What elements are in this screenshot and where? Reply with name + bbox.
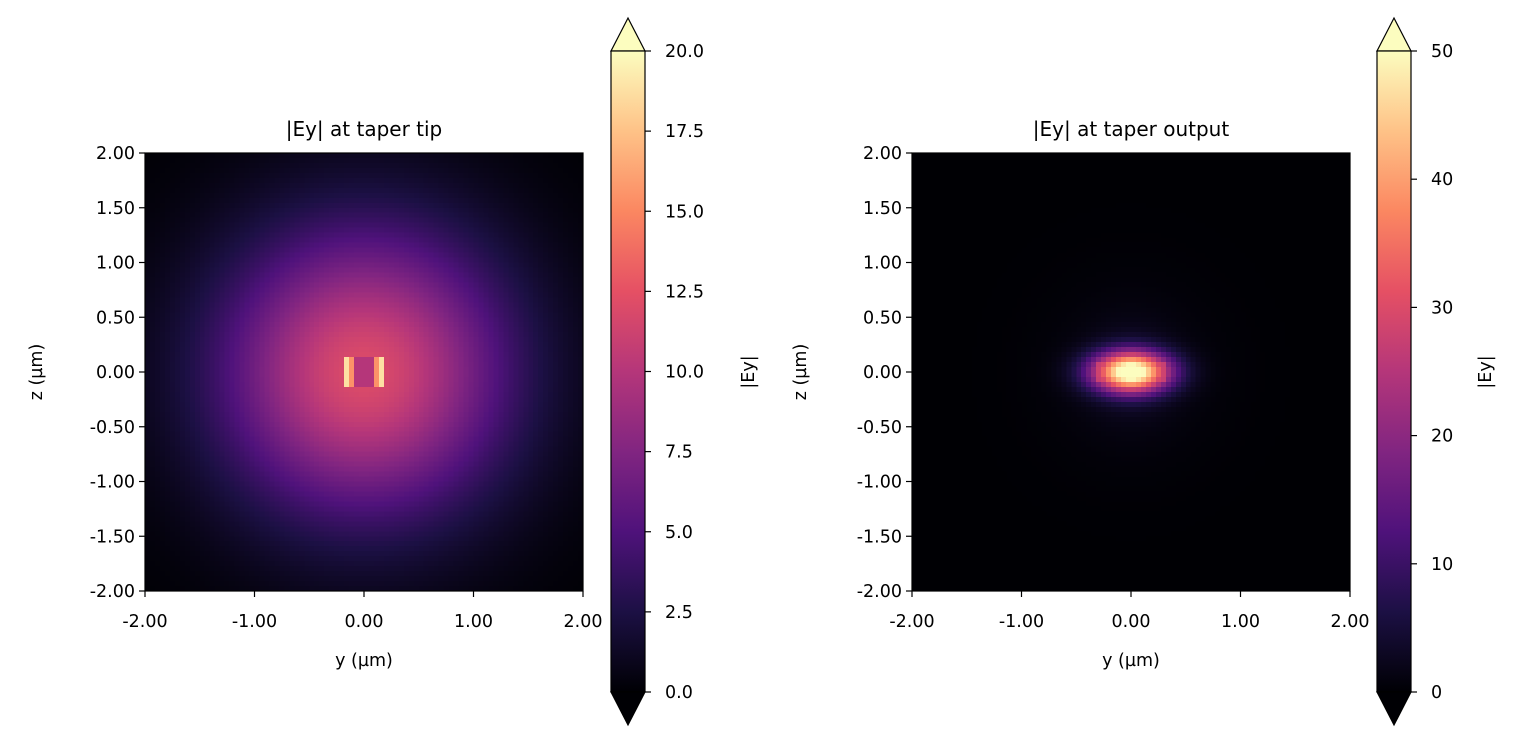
colorbar-extend-bottom — [1376, 691, 1412, 727]
colorbar-tick-label: 0 — [1431, 683, 1442, 703]
heatmap-plot-area — [144, 152, 584, 592]
heatmap-image — [912, 153, 1350, 591]
chart-title: |Ey| at taper output — [1033, 117, 1230, 141]
y-tick-label: 1.50 — [863, 199, 902, 219]
x-tick-label: 1.00 — [454, 612, 493, 632]
colorbar-extend-top — [1376, 16, 1412, 52]
y-tick-label: -1.00 — [857, 473, 902, 493]
y-ticks: 2.00 1.50 1.00 0.50 0.00 -0.50 -1.00 -1.50 -2.00 — [90, 144, 145, 602]
colorbar-tick-label: 5.0 — [665, 523, 693, 543]
x-tick-label: 2.00 — [564, 612, 603, 632]
y-tick-label: 1.00 — [96, 254, 135, 274]
x-ticks: -2.00 -1.00 0.00 1.00 2.00 — [122, 591, 602, 632]
y-tick-label: 1.50 — [96, 199, 135, 219]
chart-title: |Ey| at taper tip — [286, 117, 443, 141]
y-tick-label: -1.00 — [90, 473, 135, 493]
colorbar-tick-label: 15.0 — [665, 202, 704, 222]
y-tick-label: -2.00 — [857, 582, 902, 602]
colorbar: 50 40 30 20 10 0 |Ey| — [1376, 16, 1496, 727]
colorbar-tick-label: 7.5 — [665, 443, 693, 463]
y-ticks: 2.00 1.50 1.00 0.50 0.00 -0.50 -1.00 -1.50 -2.00 — [857, 144, 912, 602]
x-tick-label: -2.00 — [889, 612, 934, 632]
heatmap-plot-area — [911, 152, 1351, 592]
y-tick-label: 2.00 — [863, 144, 902, 164]
colorbar-tick-label: 50 — [1431, 42, 1453, 62]
x-tick-label: -2.00 — [122, 612, 167, 632]
colorbar-gradient — [1376, 50, 1412, 693]
colorbar-label: |Ey| — [739, 355, 759, 388]
colorbar-tick-label: 40 — [1431, 170, 1453, 190]
y-tick-label: -1.50 — [857, 527, 902, 547]
colorbar-tick-label: 2.5 — [665, 603, 693, 623]
x-tick-label: -1.00 — [999, 612, 1044, 632]
y-tick-label: -0.50 — [857, 418, 902, 438]
x-tick-label: -1.00 — [232, 612, 277, 632]
colorbar-gradient — [610, 50, 646, 693]
x-tick-label: 2.00 — [1331, 612, 1370, 632]
colorbar-tick-label: 12.5 — [665, 282, 704, 302]
chart-panel-taper-output: |Ey| at taper output -2.00 -1.00 0.00 1.00 2… — [791, 16, 1496, 727]
y-tick-label: 0.00 — [96, 363, 135, 383]
x-axis-label: y (µm) — [1102, 651, 1160, 671]
y-tick-label: -2.00 — [90, 582, 135, 602]
colorbar-tick-label: 17.5 — [665, 122, 704, 142]
chart-panel-taper-tip: |Ey| at taper tip -2.00 -1.00 0.00 1.00 2.00… — [27, 16, 759, 727]
x-ticks: -2.00 -1.00 0.00 1.00 2.00 — [889, 591, 1369, 632]
colorbar-ticks: 50 40 30 20 10 0 — [1411, 42, 1453, 703]
colorbar-tick-label: 10.0 — [665, 363, 704, 383]
y-tick-label: -0.50 — [90, 418, 135, 438]
y-axis-label: z (µm) — [27, 344, 47, 401]
colorbar: 20.0 17.5 15.0 12.5 10.0 7.5 5.0 2.5 0.0 |Ey| — [610, 16, 759, 727]
colorbar-label: |Ey| — [1476, 355, 1496, 388]
y-tick-label: 2.00 — [96, 144, 135, 164]
x-tick-label: 0.00 — [345, 612, 384, 632]
colorbar-tick-label: 20.0 — [665, 42, 704, 62]
y-tick-label: 0.00 — [863, 363, 902, 383]
x-tick-label: 1.00 — [1221, 612, 1260, 632]
y-tick-label: -1.50 — [90, 527, 135, 547]
colorbar-ticks: 20.0 17.5 15.0 12.5 10.0 7.5 5.0 2.5 0.0 — [645, 42, 704, 703]
y-axis-label: z (µm) — [791, 344, 811, 401]
colorbar-tick-label: 30 — [1431, 298, 1453, 318]
y-tick-label: 1.00 — [863, 254, 902, 274]
heatmap-image — [145, 153, 583, 591]
colorbar-extend-top — [610, 16, 646, 52]
colorbar-tick-label: 0.0 — [665, 683, 693, 703]
x-axis-label: y (µm) — [335, 651, 393, 671]
y-tick-label: 0.50 — [96, 308, 135, 328]
colorbar-tick-label: 20 — [1431, 427, 1453, 447]
colorbar-tick-label: 10 — [1431, 555, 1453, 575]
y-tick-label: 0.50 — [863, 308, 902, 328]
x-tick-label: 0.00 — [1112, 612, 1151, 632]
colorbar-extend-bottom — [610, 691, 646, 727]
